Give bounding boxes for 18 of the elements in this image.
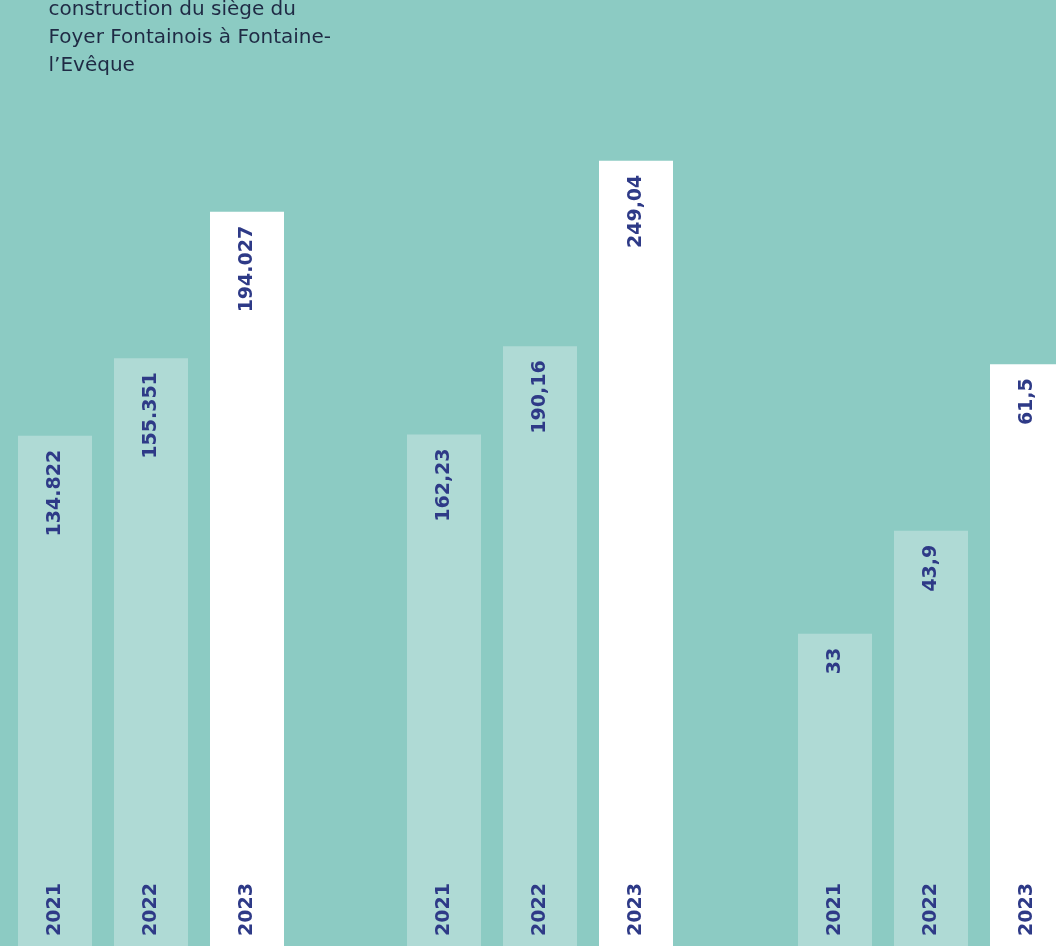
data-label: 134.822 xyxy=(41,449,64,537)
category-label: 2021 xyxy=(821,883,844,936)
data-label: 43,9 xyxy=(917,544,940,592)
data-label: 162,23 xyxy=(430,448,453,522)
category-label: 2022 xyxy=(137,883,160,936)
category-label: 2022 xyxy=(917,883,940,936)
category-label: 2023 xyxy=(233,883,256,936)
data-label: 194.027 xyxy=(233,225,256,313)
category-label: 2023 xyxy=(1013,883,1036,936)
data-label: 33 xyxy=(821,647,844,675)
category-label: 2023 xyxy=(622,883,645,936)
data-label: 190,16 xyxy=(526,360,549,434)
category-label: 2021 xyxy=(41,883,64,936)
data-label: 249,04 xyxy=(622,174,645,249)
category-label: 2021 xyxy=(430,883,453,936)
data-label: 155.351 xyxy=(137,372,160,459)
data-label: 61,5 xyxy=(1013,378,1036,426)
category-label: 2022 xyxy=(526,883,549,936)
